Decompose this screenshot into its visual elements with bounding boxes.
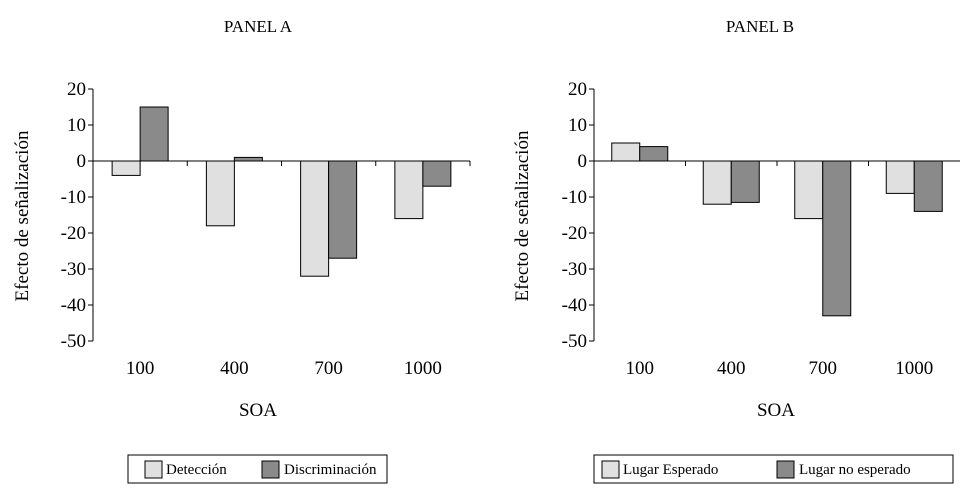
panel-a-x-tick-label-700: 700 [314,358,343,379]
panel-a-y-tick-label: -20 [61,223,86,244]
panel-b-bar-series2-1000 [913,160,943,212]
panel-b-title: PANEL B [726,17,794,36]
panel-b-y-axis-label: Efecto de señalización [512,130,533,301]
panel-b-y-tick-label: 20 [568,79,587,100]
panel-a-bar-series2-400 [233,156,263,162]
panel-b-legend-box [593,454,954,484]
panel-a-y-tick-label: 10 [67,115,86,136]
panel-a-y-tick-label: -10 [61,187,86,208]
panel-a-bar-series2-1000 [422,160,452,187]
panel-a-legend-label-discriminacion: Discriminación [284,462,377,478]
panel-a-bars [111,106,452,277]
panel-a-legend: Detección Discriminación [127,454,388,484]
panel-a-title: PANEL A [224,17,293,36]
panel-b-legend-swatch-esperado [601,460,620,479]
panel-b-legend-label-no-esperado: Lugar no esperado [799,462,911,478]
panel-b-bar-series1-1000 [885,160,915,194]
panel-b-bars [611,142,943,317]
panel-a-x-tick-label-400: 400 [220,358,249,379]
panel-b-bar-series1-100 [611,142,641,162]
panel-b-legend: Lugar Esperado Lugar no esperado [593,454,954,484]
panel-b-bar-series2-400 [730,160,760,203]
panel-a-y-axis-label: Efecto de señalización [12,130,33,301]
panel-b-x-axis-label: SOA [757,400,795,421]
panel-a-x-tick-label-1000: 1000 [404,358,442,379]
panel-b-legend-swatch-no-esperado [776,460,795,479]
panel-a-y-tick-label: -30 [61,259,86,280]
panel-a-y-tick-label: -40 [61,295,86,316]
panel-b-bar-series1-700 [794,160,824,220]
panel-a-bar-series1-700 [300,160,330,277]
panel-a-y-tick-label: 0 [77,151,87,172]
panel-a-bar-series2-100 [139,106,169,162]
panel-b-x-tick-label-700: 700 [809,358,838,379]
panel-a-y-tick-label: 20 [67,79,86,100]
panel-b-x-tick-label-400: 400 [717,358,746,379]
panel-a-x-tick-label-100: 100 [126,358,155,379]
panel-b-y-tick-label: -30 [562,259,587,280]
panel-a-bar-series2-700 [328,160,358,259]
panel-b: PANEL B Efecto de señalización SOA 20100… [512,17,960,484]
panel-a-legend-label-deteccion: Detección [166,462,227,478]
panel-b-legend-label-esperado: Lugar Esperado [623,462,718,478]
panel-a-bar-series1-100 [111,160,141,176]
panel-a-bar-series1-1000 [394,160,424,220]
panel-b-y-tick-label: 10 [568,115,587,136]
panel-b-bar-series2-700 [822,160,852,317]
panel-b-bar-series2-100 [639,146,669,162]
panel-b-y-tick-label: 0 [578,151,588,172]
panel-a-legend-swatch-discriminacion [261,460,280,479]
panel-b-x-tick-label-100: 100 [626,358,655,379]
panel-b-bar-series1-400 [702,160,732,205]
panel-a: PANEL A Efecto de señalización SOA 20100… [12,17,471,484]
panel-a-legend-swatch-deteccion [144,460,163,479]
panel-b-y-tick-label: -20 [562,223,587,244]
panel-a-bar-series1-400 [205,160,235,227]
panel-b-y-tick-label: -50 [562,331,587,352]
panel-a-y-tick-label: -50 [61,331,86,352]
panel-b-y-tick-label: -40 [562,295,587,316]
panel-a-x-axis-label: SOA [239,400,277,421]
panel-b-y-tick-label: -10 [562,187,587,208]
panel-b-x-tick-label-1000: 1000 [895,358,933,379]
panel-a-legend-box [127,454,388,484]
